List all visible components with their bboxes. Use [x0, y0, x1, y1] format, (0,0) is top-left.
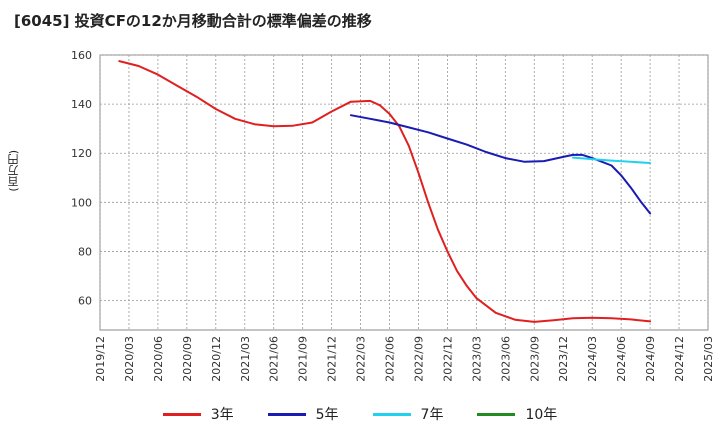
x-tick-label: 2023/12	[557, 336, 570, 382]
legend-swatch	[162, 412, 201, 416]
series-line-3	[571, 156, 652, 164]
x-tick-label: 2021/09	[297, 336, 310, 382]
legend: 3年 5年 7年 10年	[0, 404, 720, 424]
series-line-1	[118, 60, 652, 323]
x-tick-label: 2023/06	[499, 336, 512, 382]
legend-label: 3年	[210, 407, 234, 423]
legend-swatch	[372, 412, 411, 416]
series-line-2	[349, 114, 652, 215]
legend-item-1: 3年	[162, 404, 234, 424]
legend-swatch	[267, 412, 306, 416]
x-tick-label: 2019/12	[94, 336, 107, 382]
chart-title: [6045] 投資CFの12か月移動合計の標準偏差の推移	[14, 12, 372, 30]
y-tick-label: 140	[71, 98, 92, 111]
x-tick-label: 2022/12	[441, 336, 454, 382]
x-tick-label: 2020/09	[181, 336, 194, 382]
x-tick-label: 2023/09	[528, 336, 541, 382]
x-tick-label: 2021/03	[239, 336, 252, 382]
legend-item-3: 7年	[372, 404, 444, 424]
legend-item-4: 10年	[477, 404, 557, 424]
y-tick-label: 100	[71, 196, 92, 209]
plot-area	[99, 54, 709, 331]
x-tick-label: 2025/03	[702, 336, 715, 382]
legend-label: 7年	[420, 407, 444, 423]
y-tick-label: 80	[78, 245, 92, 258]
x-tick-label: 2024/09	[644, 336, 657, 382]
x-tick-label: 2022/06	[384, 336, 397, 382]
x-tick-label: 2022/09	[412, 336, 425, 382]
x-tick-label: 2020/12	[210, 336, 223, 382]
legend-label: 5年	[315, 407, 339, 423]
y-tick-label: 120	[71, 147, 92, 160]
x-tick-label: 2024/12	[673, 336, 686, 382]
legend-swatch	[477, 412, 516, 416]
x-tick-label: 2022/03	[355, 336, 368, 382]
x-tick-label: 2024/03	[586, 336, 599, 382]
x-tick-label: 2024/06	[615, 336, 628, 382]
x-tick-label: 2020/06	[152, 336, 165, 382]
y-tick-label: 60	[78, 295, 92, 308]
x-tick-label: 2021/06	[268, 336, 281, 382]
legend-item-2: 5年	[267, 404, 339, 424]
x-tick-label: 2021/12	[326, 336, 339, 382]
x-tick-label: 2020/03	[123, 336, 136, 382]
x-tick-label: 2023/03	[470, 336, 483, 382]
legend-label: 10年	[525, 407, 558, 423]
y-tick-label: 160	[71, 49, 92, 62]
